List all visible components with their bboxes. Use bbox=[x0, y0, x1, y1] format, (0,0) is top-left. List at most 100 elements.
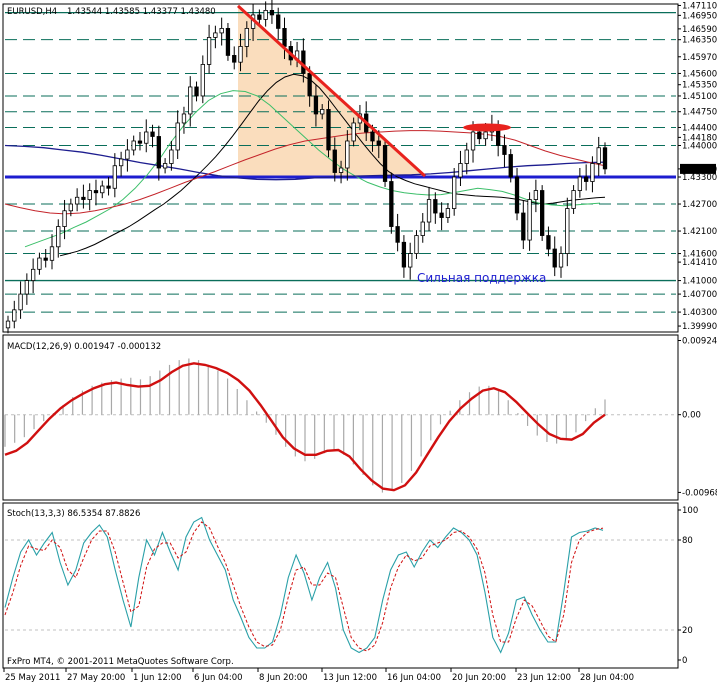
candle-body bbox=[458, 163, 463, 178]
price-axis-label: 1.40700 bbox=[682, 290, 717, 300]
candle-body bbox=[477, 131, 482, 140]
candle-body bbox=[150, 131, 155, 137]
candle-body bbox=[590, 163, 595, 182]
candle-body bbox=[483, 131, 488, 140]
support-annotation: Сильная поддержка bbox=[417, 271, 546, 285]
candle-body bbox=[382, 145, 388, 182]
candle-body bbox=[225, 28, 231, 56]
candle-body bbox=[464, 149, 469, 164]
candle-body bbox=[445, 208, 451, 218]
macd-pane[interactable] bbox=[2, 334, 679, 501]
candle-body bbox=[100, 185, 105, 194]
candle-body bbox=[470, 131, 476, 151]
trendline bbox=[236, 4, 427, 178]
candle-body bbox=[514, 176, 520, 214]
candle-body bbox=[175, 122, 180, 151]
candle-body bbox=[389, 181, 394, 227]
price-axis-label: 1.39990 bbox=[682, 322, 717, 332]
price-axis-label: 1.45970 bbox=[682, 53, 717, 63]
candle-body bbox=[571, 190, 576, 209]
stoch-signal-line bbox=[4, 521, 604, 652]
price-axis-label: 1.42700 bbox=[682, 200, 717, 210]
stoch-axis-label: 80 bbox=[682, 536, 693, 546]
candle-body bbox=[18, 293, 23, 311]
candle-body bbox=[301, 50, 306, 74]
ma-black-line bbox=[59, 73, 606, 257]
candle-body bbox=[106, 185, 111, 189]
price-axis-label: 1.45350 bbox=[682, 81, 717, 91]
candle-body bbox=[527, 199, 532, 241]
stoch-pane[interactable] bbox=[2, 502, 679, 669]
candle-body bbox=[81, 196, 86, 200]
candle-body bbox=[320, 109, 325, 115]
time-axis-label: 28 Jun 04:00 bbox=[580, 673, 634, 683]
price-axis-label: 1.42100 bbox=[682, 227, 717, 237]
candle-body bbox=[596, 147, 601, 164]
candle-body bbox=[313, 95, 319, 115]
candle-body bbox=[12, 309, 17, 322]
price-axis-label: 1.41600 bbox=[682, 250, 717, 260]
candle-body bbox=[408, 253, 413, 268]
candle-body bbox=[602, 147, 608, 170]
chart-title: EURUSD,H4 bbox=[7, 7, 57, 17]
candle-body bbox=[232, 55, 237, 63]
time-axis-label: 6 Jun 04:00 bbox=[194, 673, 243, 683]
candle-body bbox=[376, 140, 381, 146]
time-axis-label: 13 Jun 12:00 bbox=[323, 673, 377, 683]
candle-body bbox=[332, 149, 337, 173]
candle-body bbox=[401, 241, 407, 268]
price-axis-label: 1.45600 bbox=[682, 69, 717, 79]
candle-body bbox=[263, 10, 268, 20]
candle-body bbox=[131, 140, 136, 151]
candle-body bbox=[68, 203, 73, 212]
candle-body bbox=[533, 190, 539, 200]
candle-body bbox=[169, 149, 174, 164]
ma-blue-line bbox=[4, 144, 606, 181]
candle-body bbox=[30, 268, 36, 281]
macd-title: MACD(12,26,9) 0.001947 -0.000132 bbox=[7, 342, 161, 352]
time-axis-label: 1 Jun 12:00 bbox=[133, 673, 182, 683]
price-axis-label: 1.46950 bbox=[682, 11, 717, 21]
candle-body bbox=[345, 140, 350, 169]
copyright-text: FxPro MT4, © 2001-2011 MetaQuotes Softwa… bbox=[7, 657, 234, 667]
candle-body bbox=[414, 235, 419, 254]
price-axis-label: 1.41410 bbox=[682, 258, 717, 268]
candle-body bbox=[156, 136, 161, 169]
stoch-main-line bbox=[4, 516, 604, 654]
candle-body bbox=[181, 113, 187, 124]
candle-body bbox=[219, 28, 224, 34]
candle-body bbox=[420, 221, 425, 236]
candle-body bbox=[137, 140, 143, 144]
candle-body bbox=[282, 28, 287, 47]
candle-body bbox=[188, 86, 193, 115]
current-price-marker bbox=[680, 163, 716, 174]
candle-body bbox=[370, 131, 375, 142]
candle-body bbox=[112, 165, 117, 189]
candle-body bbox=[351, 122, 356, 142]
time-axis-label: 25 May 2011 bbox=[5, 673, 60, 683]
stoch-axis-label: 0 bbox=[682, 656, 687, 666]
stoch-axis-label: 20 bbox=[682, 626, 693, 636]
candle-body bbox=[546, 235, 551, 250]
candle-body bbox=[162, 163, 168, 169]
candle-body bbox=[269, 10, 275, 16]
candle-body bbox=[5, 320, 11, 329]
candle-body bbox=[213, 32, 218, 38]
candle-body bbox=[338, 167, 344, 173]
ma-green-line bbox=[24, 90, 601, 248]
macd-axis-label: -0.00968 bbox=[682, 488, 717, 498]
price-axis-label: 1.41000 bbox=[682, 277, 717, 287]
candle-body bbox=[439, 212, 444, 218]
candle-body bbox=[452, 176, 457, 209]
time-axis-label: 23 Jun 12:00 bbox=[517, 673, 571, 683]
price-axis-label: 1.46590 bbox=[682, 25, 717, 35]
candle-body bbox=[144, 131, 149, 144]
time-axis-label: 16 Jun 04:00 bbox=[387, 673, 441, 683]
candle-body bbox=[49, 246, 55, 261]
candle-body bbox=[93, 190, 99, 194]
price-axis-label: 1.44750 bbox=[682, 108, 717, 118]
candle-body bbox=[244, 28, 249, 47]
price-axis-label: 1.47110 bbox=[682, 1, 717, 11]
ohlc-readout: 1.43544 1.43585 1.43377 1.43480 bbox=[67, 7, 216, 17]
